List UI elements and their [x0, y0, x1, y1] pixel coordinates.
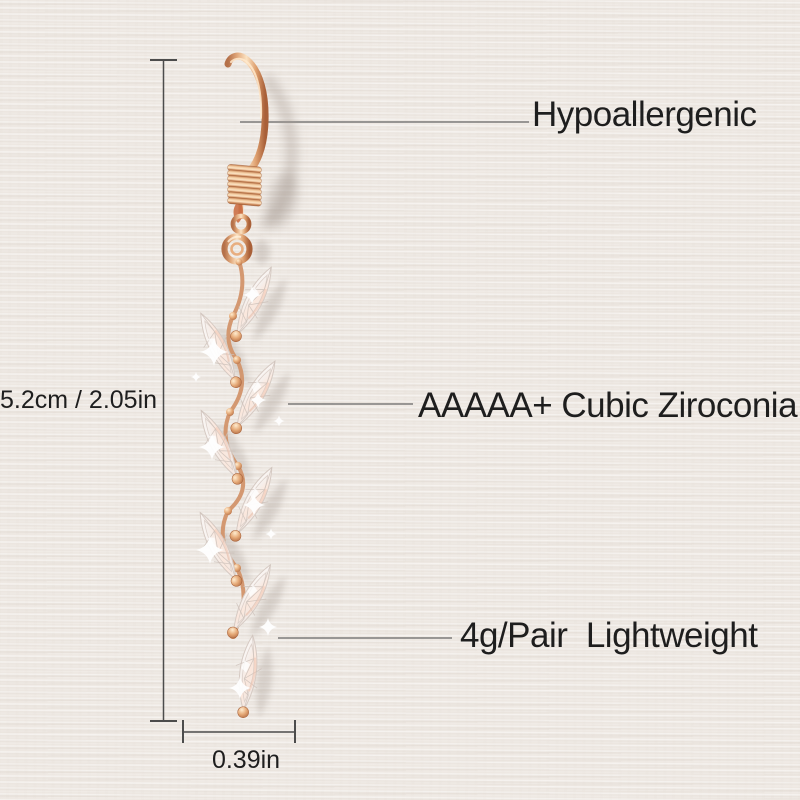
height-dimension-line — [150, 59, 177, 722]
width-dimension-label: 0.39in — [211, 746, 281, 774]
width-dimension-line — [182, 720, 296, 743]
height-dimension-label: 5.2cm / 2.05in — [0, 386, 158, 414]
wire-loop — [230, 213, 252, 235]
hypoallergenic-label: Hypoallergenic — [532, 95, 757, 134]
material-label: AAAAA+ Cubic Ziroconia — [418, 386, 798, 425]
earring-shadow — [210, 73, 299, 719]
connector-ring — [221, 233, 253, 265]
crystal-vine — [187, 258, 288, 721]
weight-label: 4g/Pair Lightweight — [460, 616, 758, 655]
coil — [227, 164, 262, 223]
